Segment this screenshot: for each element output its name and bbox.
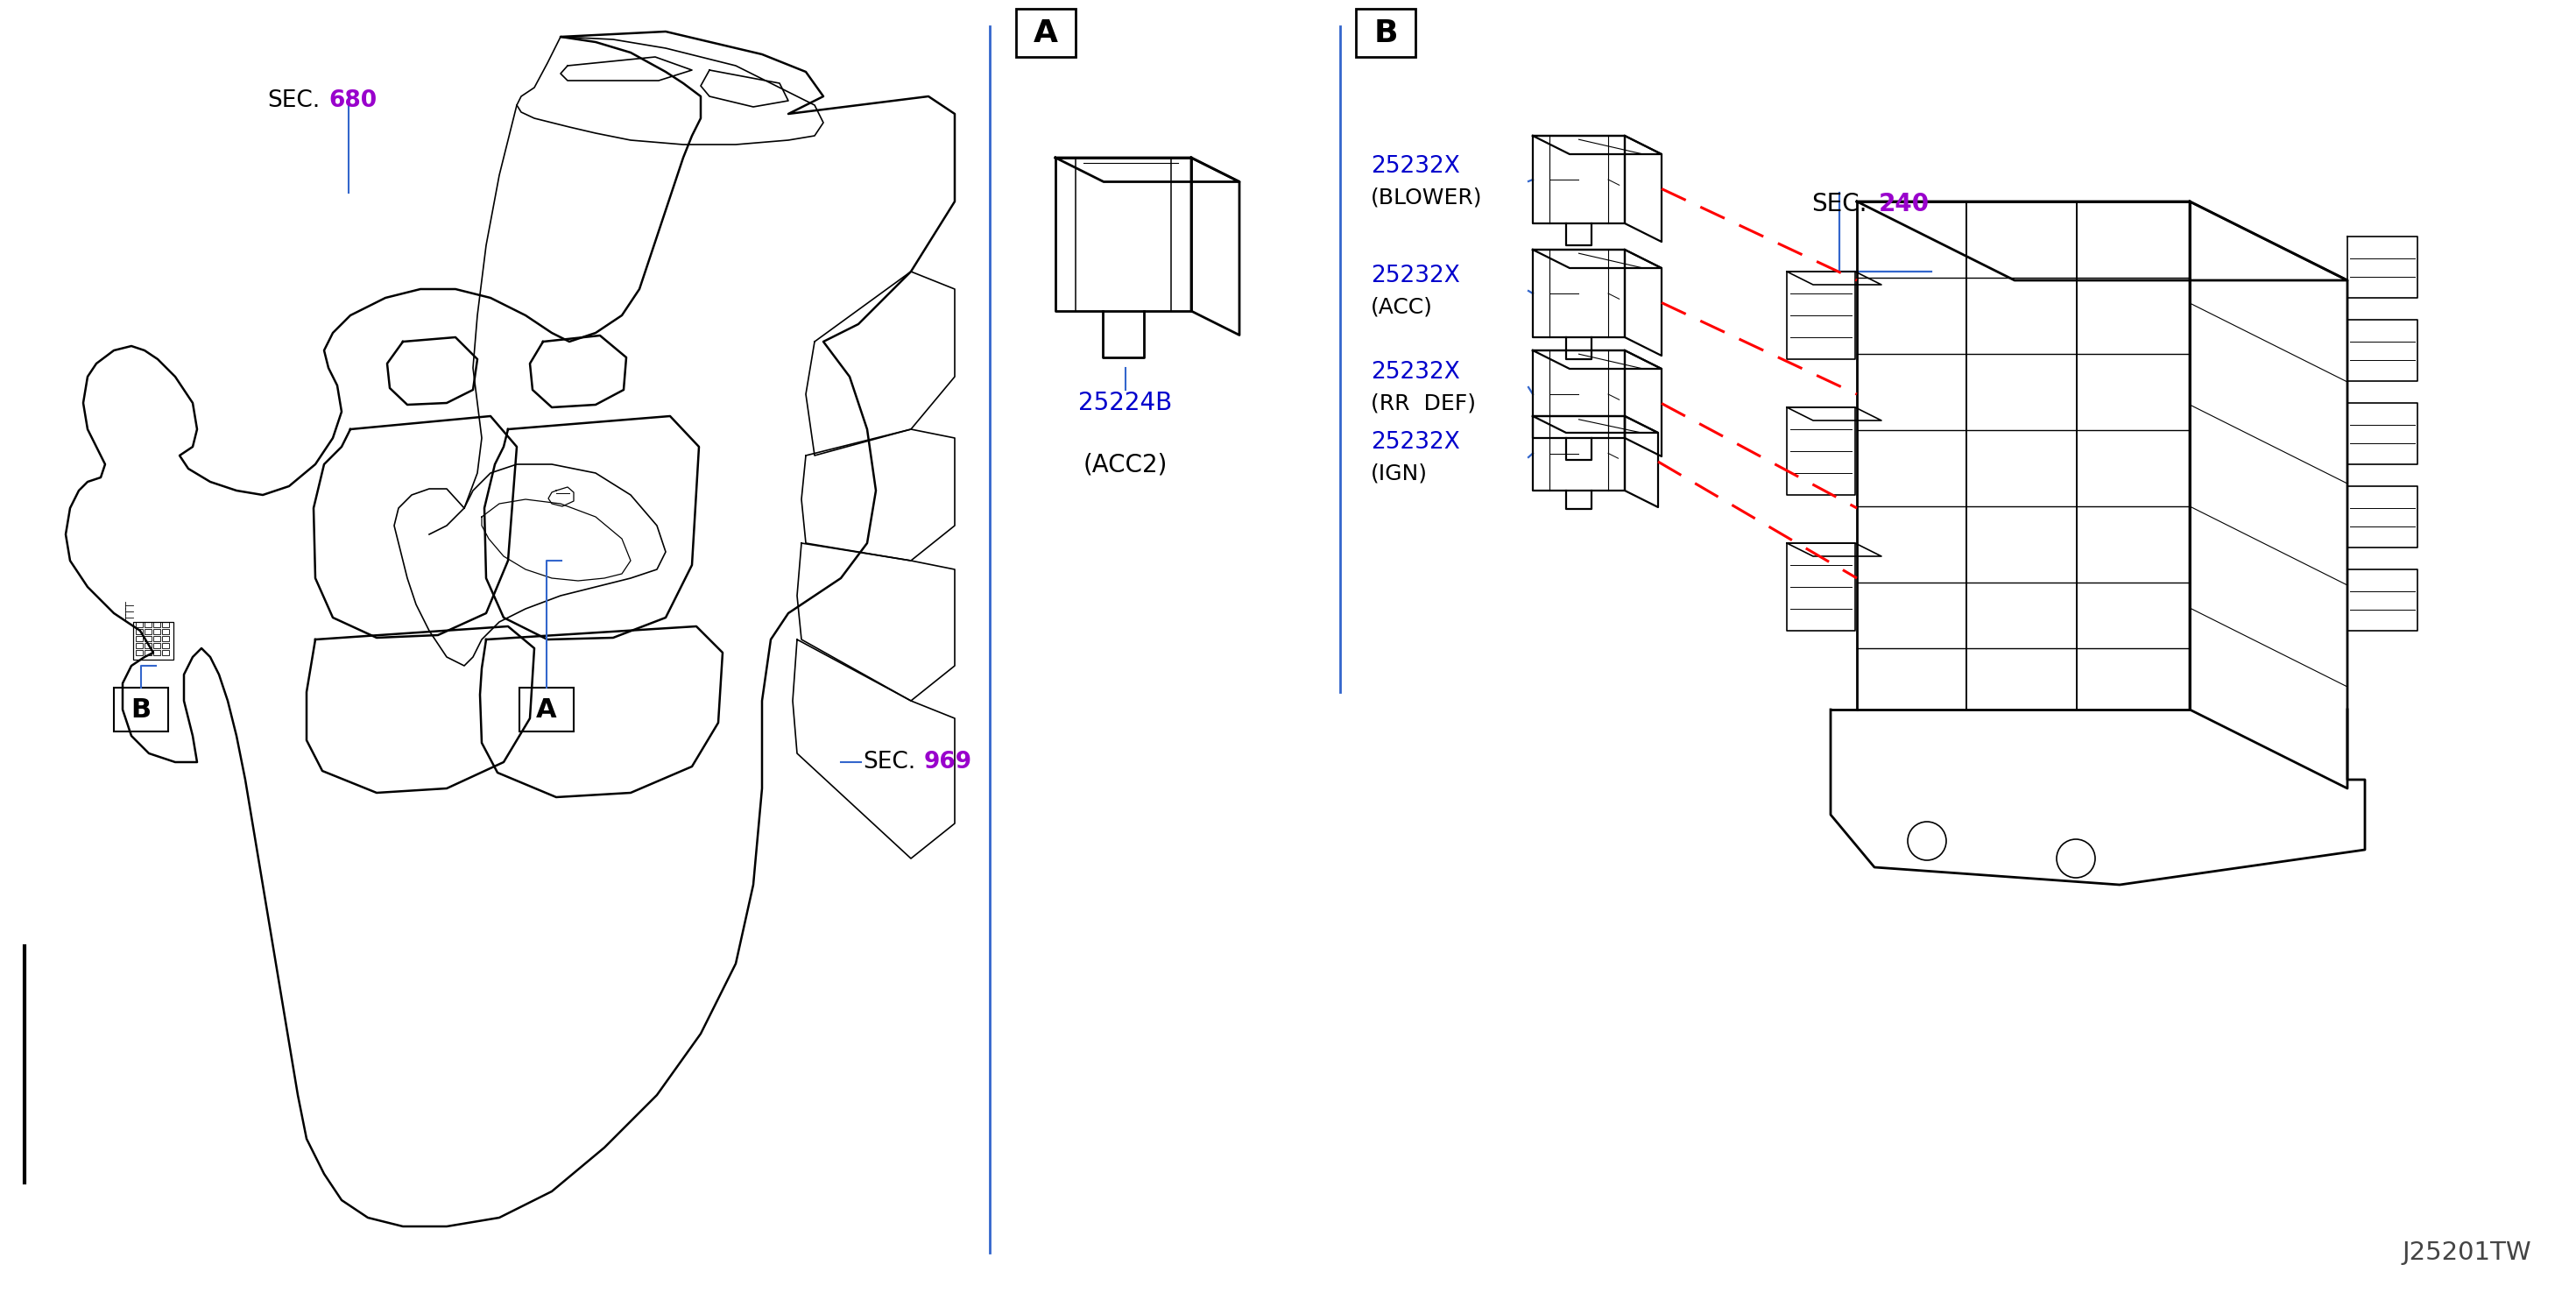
Text: 25232X: 25232X bbox=[1370, 155, 1461, 178]
Bar bbox=[155, 644, 160, 649]
Text: A: A bbox=[536, 697, 556, 723]
Bar bbox=[137, 629, 142, 634]
Text: B: B bbox=[1373, 18, 1399, 48]
Text: J25201TW: J25201TW bbox=[2401, 1240, 2532, 1265]
Bar bbox=[155, 636, 160, 641]
Text: SEC.: SEC. bbox=[863, 750, 914, 773]
Text: 25224B: 25224B bbox=[1079, 391, 1172, 415]
Text: (BLOWER): (BLOWER) bbox=[1370, 187, 1481, 208]
Text: (IGN): (IGN) bbox=[1370, 463, 1427, 484]
Bar bbox=[144, 621, 152, 627]
Bar bbox=[1355, 9, 1414, 57]
Text: 680: 680 bbox=[330, 90, 376, 112]
Bar bbox=[144, 650, 152, 655]
Bar bbox=[144, 636, 152, 641]
Text: (RR  DEF): (RR DEF) bbox=[1370, 393, 1476, 413]
Text: 25232X: 25232X bbox=[1370, 432, 1461, 454]
Bar bbox=[144, 644, 152, 649]
Text: 240: 240 bbox=[1878, 192, 1929, 216]
Text: (ACC2): (ACC2) bbox=[1084, 452, 1167, 477]
Bar bbox=[162, 636, 170, 641]
Text: 25232X: 25232X bbox=[1370, 361, 1461, 383]
Bar bbox=[137, 636, 142, 641]
Bar bbox=[1015, 9, 1077, 57]
Bar bbox=[520, 688, 574, 732]
Bar bbox=[137, 644, 142, 649]
Text: SEC.: SEC. bbox=[1811, 192, 1868, 216]
Text: B: B bbox=[131, 697, 152, 723]
Bar bbox=[155, 629, 160, 634]
Bar bbox=[137, 650, 142, 655]
Bar bbox=[162, 644, 170, 649]
Bar bbox=[155, 650, 160, 655]
Bar bbox=[134, 621, 173, 659]
Bar bbox=[155, 621, 160, 627]
Text: SEC.: SEC. bbox=[268, 90, 319, 112]
Bar bbox=[144, 629, 152, 634]
Text: 25232X: 25232X bbox=[1370, 265, 1461, 287]
Text: (ACC): (ACC) bbox=[1370, 296, 1432, 317]
Bar bbox=[137, 621, 142, 627]
Bar bbox=[113, 688, 167, 732]
Bar bbox=[162, 629, 170, 634]
Text: A: A bbox=[1033, 18, 1059, 48]
Bar bbox=[162, 621, 170, 627]
Bar bbox=[162, 650, 170, 655]
Text: 969: 969 bbox=[925, 750, 971, 773]
